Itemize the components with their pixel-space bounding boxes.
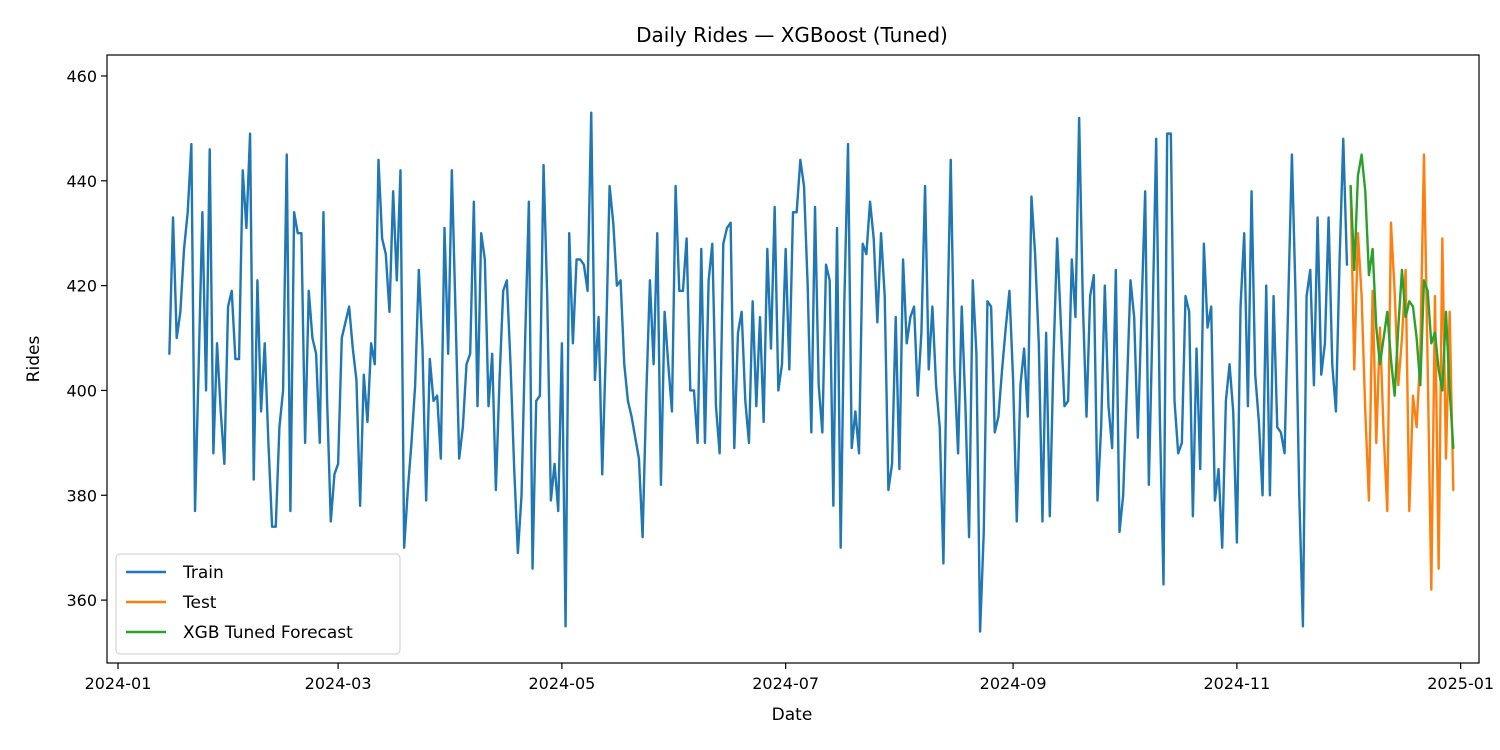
legend-label: Train xyxy=(182,563,224,583)
y-tick-label: 460 xyxy=(66,67,97,86)
y-tick-label: 380 xyxy=(66,486,97,505)
legend-label: XGB Tuned Forecast xyxy=(183,623,353,643)
y-tick-label: 440 xyxy=(66,172,97,191)
y-axis: 360 380 400 420 440 460 xyxy=(66,67,107,610)
x-tick-label: 2024-05 xyxy=(528,674,595,693)
x-tick-label: 2024-03 xyxy=(305,674,372,693)
x-axis-label: Date xyxy=(772,705,813,725)
series-line-test xyxy=(1349,153,1455,591)
x-tick-label: 2024-09 xyxy=(980,674,1047,693)
x-tick-label: 2024-07 xyxy=(752,674,819,693)
plot-frame xyxy=(106,54,1480,664)
legend-label: Test xyxy=(182,593,217,613)
series-line-train xyxy=(168,111,1349,633)
x-tick-label: 2024-11 xyxy=(1203,674,1270,693)
y-tick-label: 420 xyxy=(66,277,97,296)
x-axis: 2024-01 2024-03 2024-05 2024-07 2024-09 2024-… xyxy=(85,663,1494,693)
legend: Train Test XGB Tuned Forecast xyxy=(115,553,401,655)
y-axis-label: Rides xyxy=(24,336,44,383)
series-line-xgb-tuned-forecast xyxy=(1349,153,1455,450)
y-tick-label: 360 xyxy=(66,591,97,610)
series-layer xyxy=(168,111,1455,633)
y-tick-label: 400 xyxy=(66,381,97,400)
x-tick-label: 2024-01 xyxy=(85,674,152,693)
legend-box xyxy=(115,553,401,655)
chart-title: Daily Rides — XGBoost (Tuned) xyxy=(636,23,948,47)
x-tick-label: 2025-01 xyxy=(1427,674,1494,693)
